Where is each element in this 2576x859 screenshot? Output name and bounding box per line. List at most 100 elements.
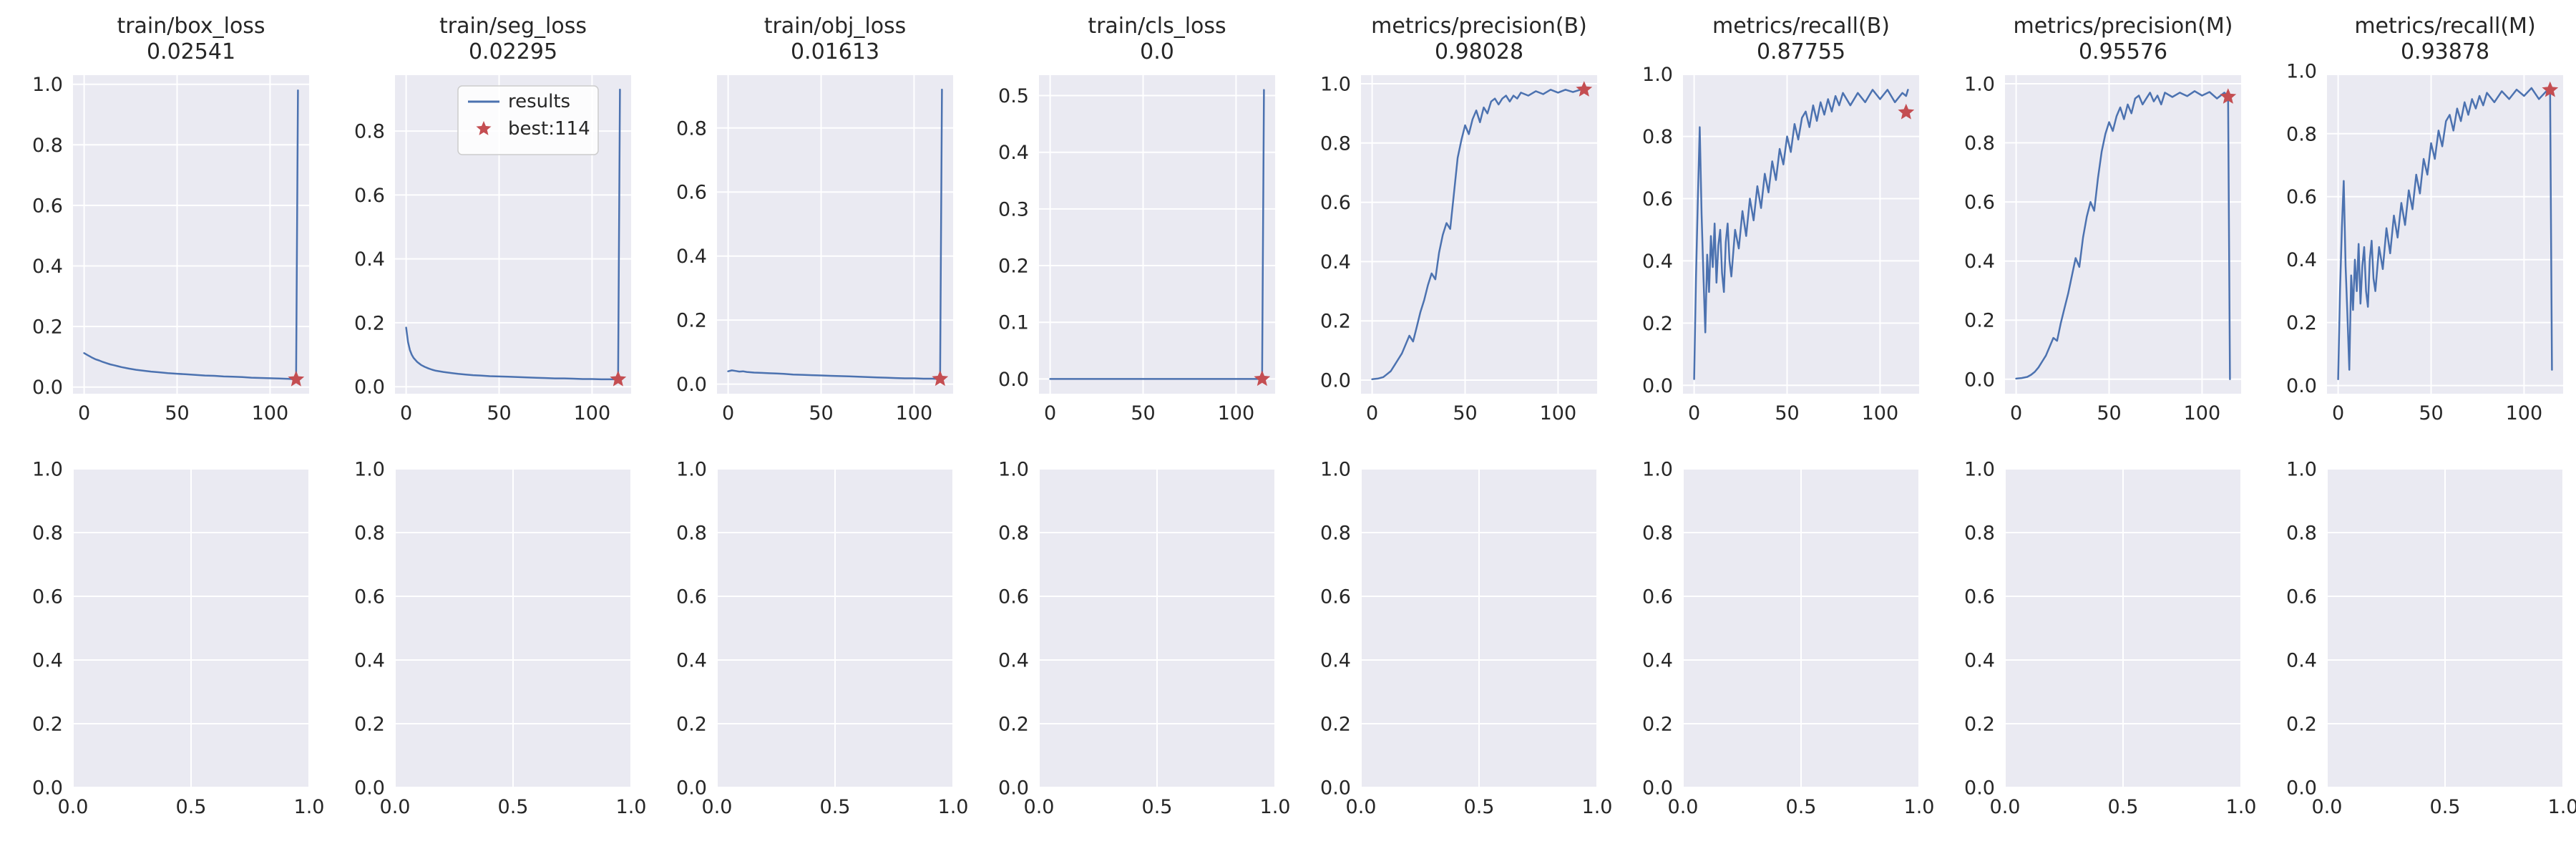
y-tick-label: 0.2 (2286, 713, 2317, 735)
y-tick-label: 0.0 (2286, 777, 2317, 799)
y-tick-label: 0.6 (676, 182, 707, 204)
best-epoch-star-marker (2542, 81, 2559, 97)
y-tick-label: 0.8 (676, 117, 707, 140)
y-tick-label: 0.4 (1642, 649, 1673, 671)
y-tick-label: 0.4 (2286, 249, 2317, 271)
y-tick-label: 0.6 (998, 586, 1029, 608)
y-tick-label: 0.8 (1964, 522, 1995, 544)
y-tick-label: 0.1 (998, 312, 1029, 334)
subplot-metrics-recall-M-: 0 50 100 0.0 0.2 0.4 0.6 0.8 1.0 metrics/recall(M… (2286, 14, 2563, 424)
x-tick-label: 1.0 (1582, 796, 1613, 818)
y-tick-label: 0.6 (676, 586, 707, 608)
best-epoch-star-marker (1576, 81, 1593, 97)
y-tick-label: 0.8 (998, 522, 1029, 544)
x-tick-label: 1.0 (2548, 796, 2576, 818)
x-tick-label: 0 (1688, 402, 1700, 424)
legend-label: best:114 (508, 118, 590, 140)
plot-title: train/obj_loss (764, 14, 907, 39)
x-tick-label: 1.0 (294, 796, 325, 818)
y-tick-label: 0.8 (354, 121, 385, 143)
y-tick-label: 1.0 (32, 458, 63, 480)
y-tick-label: 0.6 (1320, 192, 1351, 214)
x-tick-label: 0 (1366, 402, 1378, 424)
y-tick-label: 0.4 (1642, 251, 1673, 273)
x-tick-label: 50 (2097, 402, 2121, 424)
axes-background (1361, 75, 1597, 394)
y-tick-label: 0.2 (2286, 312, 2317, 334)
y-tick-label: 0.4 (1964, 649, 1995, 671)
plot-title: train/cls_loss (1088, 14, 1226, 39)
results-line (405, 88, 621, 381)
y-tick-label: 0.6 (1964, 192, 1995, 214)
y-tick-label: 0.8 (676, 522, 707, 544)
y-tick-label: 0.0 (1320, 777, 1351, 799)
x-tick-label: 50 (1453, 402, 1477, 424)
y-tick-label: 0.0 (2286, 375, 2317, 397)
x-tick-label: 100 (1218, 402, 1255, 424)
subplot-empty-6: 0.0 0.5 1.0 0.0 0.2 0.4 0.6 0.8 1.0 (1642, 458, 1934, 818)
y-tick-label: 0.8 (1964, 132, 1995, 155)
y-tick-label: 1.0 (1642, 64, 1673, 86)
y-tick-label: 0.4 (32, 649, 63, 671)
y-tick-label: 0.2 (1642, 313, 1673, 335)
subplot-empty-7: 0.0 0.5 1.0 0.0 0.2 0.4 0.6 0.8 1.0 (1964, 458, 2256, 818)
plot-title-value: 0.0 (1140, 39, 1174, 64)
axes-background (2005, 75, 2241, 394)
y-tick-label: 1.0 (354, 458, 385, 480)
y-tick-label: 0.4 (354, 248, 385, 271)
best-epoch-star-marker (2220, 88, 2237, 104)
plot-title-value: 0.93878 (2401, 39, 2489, 64)
y-tick-label: 1.0 (32, 74, 63, 96)
subplot-metrics-recall-B-: 0 50 100 0.0 0.2 0.4 0.6 0.8 1.0 metrics/recall(B… (1642, 14, 1919, 424)
y-tick-label: 0.8 (1320, 522, 1351, 544)
x-tick-label: 100 (1540, 402, 1577, 424)
y-tick-label: 0.2 (32, 316, 63, 339)
subplot-empty-1: 0.0 0.5 1.0 0.0 0.2 0.4 0.6 0.8 1.0 (32, 458, 324, 818)
plot-title: metrics/precision(B) (1371, 14, 1587, 39)
plot-title-value: 0.02295 (469, 39, 557, 64)
legend-box (457, 85, 599, 155)
plot-title-value: 0.01613 (791, 39, 879, 64)
y-tick-label: 0.8 (32, 522, 63, 544)
y-tick-label: 0.2 (1964, 310, 1995, 332)
subplot-train-box-loss: 0 50 100 0.0 0.2 0.4 0.6 0.8 1.0 train/box_loss0.… (32, 14, 309, 424)
x-tick-label: 1.0 (938, 796, 969, 818)
x-tick-label: 1.0 (2226, 796, 2257, 818)
y-tick-label: 1.0 (1964, 73, 1995, 95)
subplot-metrics-precision-B-: 0 50 100 0.0 0.2 0.4 0.6 0.8 1.0 metrics/precisio… (1320, 14, 1597, 424)
y-tick-label: 0.2 (1642, 713, 1673, 735)
axes-background (717, 75, 953, 394)
y-tick-label: 0.0 (354, 777, 385, 799)
x-tick-label: 0.0 (1024, 796, 1055, 818)
results-line (1693, 89, 1909, 380)
plot-title: metrics/recall(M) (2354, 14, 2535, 39)
y-tick-label: 0.2 (676, 713, 707, 735)
x-tick-label: 50 (809, 402, 833, 424)
y-tick-label: 0.0 (32, 377, 63, 399)
y-tick-label: 0.8 (1642, 522, 1673, 544)
x-tick-label: 0.5 (820, 796, 851, 818)
x-tick-label: 1.0 (1260, 796, 1291, 818)
y-tick-label: 0.3 (998, 198, 1029, 220)
y-tick-label: 0.2 (1964, 713, 1995, 735)
y-tick-label: 1.0 (1320, 458, 1351, 480)
y-tick-label: 0.0 (1964, 777, 1995, 799)
x-tick-label: 0.5 (2108, 796, 2139, 818)
y-tick-label: 1.0 (2286, 458, 2317, 480)
y-tick-label: 0.5 (998, 85, 1029, 107)
x-tick-label: 50 (1775, 402, 1799, 424)
x-tick-label: 100 (574, 402, 611, 424)
y-tick-label: 0.0 (32, 777, 63, 799)
plot-title-value: 0.98028 (1435, 39, 1523, 64)
y-tick-label: 0.2 (32, 713, 63, 735)
x-tick-label: 50 (2419, 402, 2443, 424)
y-tick-label: 1.0 (1642, 458, 1673, 480)
subplot-empty-4: 0.0 0.5 1.0 0.0 0.2 0.4 0.6 0.8 1.0 (998, 458, 1290, 818)
best-epoch-star-marker (610, 370, 627, 387)
plot-title: metrics/recall(B) (1712, 14, 1890, 39)
y-tick-label: 0.6 (2286, 186, 2317, 208)
y-tick-label: 0.2 (1320, 311, 1351, 333)
plot-title-value: 0.02541 (147, 39, 235, 64)
x-tick-label: 0 (2010, 402, 2022, 424)
